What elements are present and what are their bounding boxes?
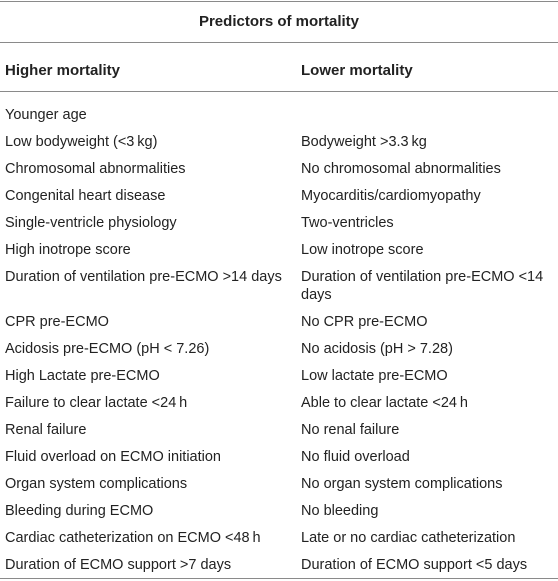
lower-mortality-cell: Two-ventricles	[301, 214, 394, 231]
table-row: Fluid overload on ECMO initiation No flu…	[0, 443, 558, 470]
higher-mortality-cell: Cardiac catheterization on ECMO <48 h	[5, 529, 261, 546]
lower-mortality-cell: No organ system complications	[301, 475, 503, 492]
higher-mortality-cell: Failure to clear lactate <24 h	[5, 394, 188, 411]
lower-mortality-cell: Low lactate pre-ECMO	[301, 367, 448, 384]
higher-mortality-cell: Congenital heart disease	[5, 187, 166, 204]
table-row: Acidosis pre-ECMO (pH < 7.26) No acidosi…	[0, 335, 558, 362]
table-row: Low bodyweight (<3 kg) Bodyweight >3.3 k…	[0, 128, 558, 155]
higher-mortality-cell: Bleeding during ECMO	[5, 502, 154, 519]
higher-mortality-cell: Low bodyweight (<3 kg)	[5, 133, 158, 150]
table-bottom-rule	[0, 578, 558, 579]
table-body: Younger age Low bodyweight (<3 kg) Bodyw…	[0, 101, 558, 578]
table-row: Chromosomal abnormalities No chromosomal…	[0, 155, 558, 182]
table-row: Failure to clear lactate <24 h Able to c…	[0, 389, 558, 416]
higher-mortality-cell: Younger age	[5, 106, 87, 123]
lower-mortality-cell: Late or no cardiac catheterization	[301, 529, 516, 546]
higher-mortality-cell: CPR pre-ECMO	[5, 313, 109, 330]
higher-mortality-cell: Chromosomal abnormalities	[5, 160, 186, 177]
lower-mortality-cell: Duration of ventilation pre-ECMO <14 day…	[301, 268, 544, 303]
table-row: Congenital heart disease Myocarditis/car…	[0, 182, 558, 209]
table-row: Younger age	[0, 101, 558, 128]
table-row: CPR pre-ECMO No CPR pre-ECMO	[0, 308, 558, 335]
table-row: Single-ventricle physiology Two-ventricl…	[0, 209, 558, 236]
table-row: Organ system complications No organ syst…	[0, 470, 558, 497]
higher-mortality-cell: High Lactate pre-ECMO	[5, 367, 160, 384]
lower-mortality-cell: Duration of ECMO support <5 days	[301, 556, 528, 573]
table-row: High Lactate pre-ECMO Low lactate pre-EC…	[0, 362, 558, 389]
lower-mortality-cell: No renal failure	[301, 421, 400, 438]
lower-mortality-cell	[296, 106, 558, 124]
lower-mortality-cell: No acidosis (pH > 7.28)	[301, 340, 453, 357]
lower-mortality-cell: Able to clear lactate <24 h	[301, 394, 468, 411]
lower-mortality-cell: Bodyweight >3.3 kg	[301, 133, 427, 150]
lower-mortality-cell: Myocarditis/cardiomyopathy	[301, 187, 481, 204]
table-row: Duration of ventilation pre-ECMO >14 day…	[0, 263, 558, 308]
lower-mortality-cell: No bleeding	[301, 502, 379, 519]
table-row: Cardiac catheterization on ECMO <48 h La…	[0, 524, 558, 551]
higher-mortality-cell: High inotrope score	[5, 241, 131, 258]
lower-mortality-cell: No chromosomal abnormalities	[301, 160, 501, 177]
table-row: Renal failure No renal failure	[0, 416, 558, 443]
lower-mortality-cell: No fluid overload	[301, 448, 410, 465]
lower-mortality-cell: No CPR pre-ECMO	[301, 313, 428, 330]
column-header-higher-mortality: Higher mortality	[5, 62, 121, 79]
table-row: Duration of ECMO support >7 days Duratio…	[0, 551, 558, 578]
higher-mortality-cell: Duration of ECMO support >7 days	[5, 556, 232, 573]
lower-mortality-cell: Low inotrope score	[301, 241, 424, 258]
table-top-rule	[0, 1, 558, 2]
higher-mortality-cell: Single-ventricle physiology	[5, 214, 177, 231]
column-header-lower-mortality: Lower mortality	[301, 62, 413, 79]
table-header-rule	[0, 91, 558, 92]
higher-mortality-cell: Fluid overload on ECMO initiation	[5, 448, 221, 465]
table-row: Bleeding during ECMO No bleeding	[0, 497, 558, 524]
table-title-rule	[0, 42, 558, 43]
table-title: Predictors of mortality	[198, 13, 360, 30]
higher-mortality-cell: Acidosis pre-ECMO (pH < 7.26)	[5, 340, 210, 357]
higher-mortality-cell: Duration of ventilation pre-ECMO >14 day…	[5, 268, 282, 285]
table-row: High inotrope score Low inotrope score	[0, 236, 558, 263]
higher-mortality-cell: Renal failure	[5, 421, 87, 438]
higher-mortality-cell: Organ system complications	[5, 475, 188, 492]
